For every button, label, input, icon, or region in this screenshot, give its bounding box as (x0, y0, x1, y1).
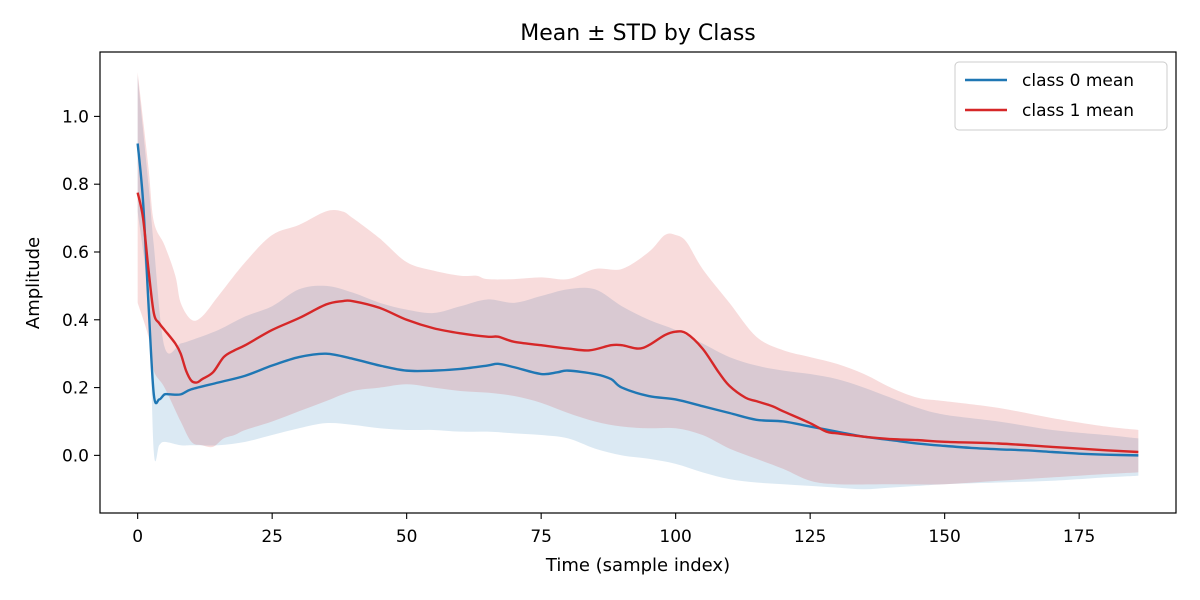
y-tick-label: 0.4 (62, 311, 89, 331)
y-tick-label: 0.2 (62, 379, 89, 399)
x-tick-label: 75 (530, 527, 552, 547)
y-tick-label: 0.8 (62, 175, 89, 195)
chart-title: Mean ± STD by Class (520, 21, 756, 46)
y-tick-label: 0.6 (62, 243, 89, 263)
std-band-class-0 (137, 75, 1139, 490)
x-axis: 0 25 50 75 100 125 150 175 (132, 513, 1095, 547)
mean-line-class-0 (136, 143, 1139, 457)
plot-frame (99, 51, 1177, 514)
x-tick-label: 25 (261, 527, 283, 547)
x-tick-label: 150 (928, 527, 960, 547)
y-axis-label: Amplitude (23, 237, 44, 329)
legend: class 0 mean class 1 mean (954, 61, 1168, 131)
y-tick-label: 1.0 (62, 107, 89, 127)
std-bands (137, 72, 1139, 490)
x-tick-label: 125 (794, 527, 826, 547)
legend-box (954, 61, 1168, 131)
x-tick-label: 100 (659, 527, 691, 547)
x-axis-label: Time (sample index) (545, 555, 730, 576)
legend-label-class-0: class 0 mean (1022, 71, 1134, 91)
std-band-class-1 (137, 72, 1139, 485)
x-tick-label: 175 (1063, 527, 1095, 547)
mean-lines (136, 143, 1139, 457)
legend-label-class-1: class 1 mean (1022, 101, 1134, 121)
mean-line-class-1 (136, 192, 1139, 454)
x-tick-label: 50 (396, 527, 418, 547)
y-axis: 0.0 0.2 0.4 0.6 0.8 1.0 (62, 107, 100, 466)
x-tick-label: 0 (132, 527, 143, 547)
y-tick-label: 0.0 (62, 446, 89, 466)
